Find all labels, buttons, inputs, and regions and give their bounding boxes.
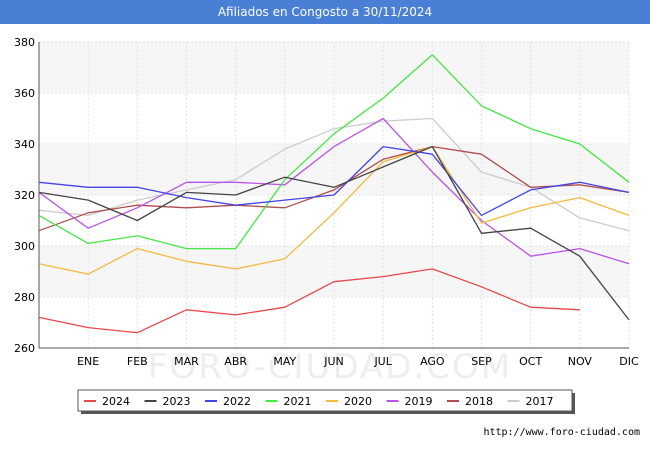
y-tick-label: 360 xyxy=(14,87,35,100)
x-tick-label: ABR xyxy=(224,355,247,368)
y-tick-label: 320 xyxy=(14,189,35,202)
source-url: http://www.foro-ciudad.com xyxy=(483,427,640,438)
x-tick-label: MAR xyxy=(174,355,199,368)
series-line-2024 xyxy=(38,268,580,334)
axes xyxy=(38,42,629,349)
series-lines xyxy=(38,54,630,334)
watermark: FORO-CIUDAD.COM xyxy=(148,347,512,387)
legend-label: 2017 xyxy=(526,395,554,408)
x-tick-label: FEB xyxy=(127,355,148,368)
y-tick-label: 300 xyxy=(14,240,35,253)
y-tick-label: 260 xyxy=(14,342,35,355)
legend-box xyxy=(77,389,573,412)
x-tick-label: ENE xyxy=(77,355,99,368)
grid-lines xyxy=(39,41,630,349)
y-tick-label: 280 xyxy=(14,291,35,304)
x-tick-label: JUN xyxy=(323,355,344,368)
x-tick-label: DIC xyxy=(619,355,639,368)
series-line-2021 xyxy=(38,54,630,250)
legend-label: 2020 xyxy=(344,395,372,408)
x-tick-label: JUL xyxy=(373,355,392,368)
line-chart: FORO-CIUDAD.COM 260 280 300 320 340 360 380 EN… xyxy=(14,36,639,414)
series-line-2020 xyxy=(38,145,630,275)
legend-label: 2021 xyxy=(284,395,312,408)
y-axis-tick-labels: 260 280 300 320 340 360 380 xyxy=(14,36,35,355)
x-tick-label: AGO xyxy=(420,355,445,368)
series-line-2019 xyxy=(38,117,630,265)
legend-label: 2022 xyxy=(223,395,251,408)
x-tick-label: MAY xyxy=(273,355,296,368)
legend-label: 2023 xyxy=(163,395,191,408)
y-tick-label: 340 xyxy=(14,138,35,151)
legend-label: 2019 xyxy=(405,395,433,408)
legend: 2024 2023 2022 2021 2020 2019 2018 2017 xyxy=(77,389,575,414)
y-tick-label: 380 xyxy=(14,36,35,49)
chart-title: Afiliados en Congosto a 30/11/2024 xyxy=(0,0,650,24)
legend-label: 2024 xyxy=(102,395,130,408)
x-axis-tick-labels: ENE FEB MAR ABR MAY JUN JUL AGO SEP OCT NOV DIC xyxy=(77,355,639,368)
x-tick-label: OCT xyxy=(519,355,542,368)
series-line-2023 xyxy=(38,145,630,321)
series-line-2022 xyxy=(38,145,630,217)
series-line-2018 xyxy=(38,145,630,232)
x-tick-label: NOV xyxy=(568,355,593,368)
x-tick-label: SEP xyxy=(471,355,492,368)
legend-label: 2018 xyxy=(465,395,493,408)
